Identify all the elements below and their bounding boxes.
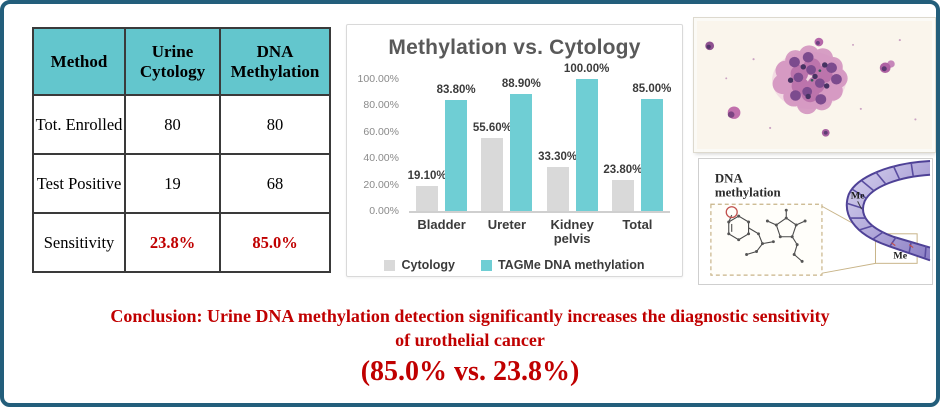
methylation-site-marks [890,242,914,249]
legend-swatch [480,259,492,271]
legend-swatch [384,259,396,271]
table-row-positive: Test Positive 19 68 [32,153,331,214]
table-header-row: Method Urine Cytology DNA Methylation [32,27,331,96]
bar-methylation [445,100,468,211]
conclusion-line1: Conclusion: Urine DNA methylation detect… [110,306,830,326]
bar-group: 23.80% 85.00% [603,79,671,211]
y-tick-label: 100.00% [357,73,399,85]
chart-plot-area: 19.10% 83.80% 55.60% 88.90% 33.30% 100.00% 23.… [408,63,671,213]
table-header-dna-methylation: DNA Methylation [219,27,331,96]
cytology-micrograph-image [697,21,932,149]
bar-group: 55.60% 88.90% [473,78,541,211]
me-label-top: Me [851,190,865,201]
chemical-atoms [727,208,807,263]
chemical-structure-box [710,203,823,276]
bar-cytology [416,185,439,211]
x-category-label: Bladder [417,217,466,232]
x-category-label: Kidney pelvis [550,217,594,247]
y-tick-label: 80.00% [363,99,399,112]
legend-item: TAGMe DNA methylation [480,258,645,272]
bar-value-label: 19.10% [407,169,447,182]
methylation-vs-cytology-chart: Methylation vs. Cytology 100.00% 80.00% 60… [346,24,683,277]
row-label: Test Positive [32,153,126,214]
bar-value-label: 100.00% [563,63,610,75]
legend-label: TAGMe DNA methylation [497,258,645,272]
methyl-group-highlight [725,206,738,219]
x-category-label: Ureter [487,217,527,232]
cell-cluster [772,45,848,115]
cell-value: 80 [124,94,221,155]
background-specks [725,39,917,130]
bar-cytology [546,167,569,211]
legend-item: Cytology [384,258,455,272]
cytology-micrograph [694,18,935,152]
conclusion-key-numbers: (85.0% vs. 23.8%) [360,356,580,387]
dna-methylation-image: DNA methylation [699,159,932,284]
table-row-sensitivity: Sensitivity 23.8% 85.0% [32,212,331,273]
bar-value-label: 88.90% [501,77,541,90]
legend-label: Cytology [401,258,455,272]
bar-value-label: 83.80% [436,84,476,97]
bar-wrap: 19.10% [408,79,447,211]
dna-ribbon: Me Me [845,159,931,261]
cell-sensitivity-cytology: 23.8% [124,212,221,273]
row-label: Sensitivity [32,212,126,273]
bar-cytology [481,137,504,211]
chart-legend: Cytology TAGMe DNA methylation [347,258,682,272]
bar-value-label: 33.30% [538,151,578,164]
bar-cytology [611,179,634,211]
bar-wrap: 83.80% [437,79,476,211]
bar-wrap: 100.00% [564,63,609,211]
cell-value: 80 [219,94,331,155]
cell-value: 68 [219,153,331,214]
scattered-cells [705,37,895,137]
bar-methylation [640,98,663,211]
y-tick-label: 40.00% [363,152,399,165]
bar-value-label: 23.80% [603,163,643,176]
y-tick-label: 0.00% [369,205,399,217]
chart-x-axis: Bladder Ureter Kidney pelvis Total [409,217,670,247]
bar-value-label: 55.60% [472,121,512,134]
table-row-enrolled: Tot. Enrolled 80 80 [32,94,331,155]
dna-diagram-title-line2: methylation [715,185,781,199]
cell-value: 19 [124,153,221,214]
bar-wrap: 23.80% [603,79,642,211]
bar-wrap: 85.00% [632,79,671,211]
bar-group: 19.10% 83.80% [408,79,476,211]
dna-diagram-title-line1: DNA [715,172,744,186]
cell-sensitivity-methylation: 85.0% [219,212,331,273]
chart-y-axis: 100.00% 80.00% 60.00% 40.00% 20.00% 0.00% [351,73,401,217]
method-comparison-table: Method Urine Cytology DNA Methylation To… [32,27,331,273]
bar-wrap: 55.60% [473,79,512,211]
bar-wrap: 33.30% [538,79,577,211]
bar-value-label: 85.00% [632,82,672,95]
me-label-bottom: Me [893,250,907,261]
table-header-urine-cytology: Urine Cytology [124,27,221,96]
bar-group: 33.30% 100.00% [538,63,609,211]
row-label: Tot. Enrolled [32,94,126,155]
x-category-label: Total [622,217,653,232]
dna-methylation-diagram: DNA methylation [698,158,933,285]
conclusion-block: Conclusion: Urine DNA methylation detect… [4,304,936,389]
conclusion-line2: of urothelial cancer [395,330,545,350]
bar-methylation [575,79,598,211]
bar-methylation [510,93,533,211]
chart-title: Methylation vs. Cytology [388,36,641,59]
table-header-method: Method [32,27,126,96]
y-tick-label: 60.00% [363,125,399,138]
bar-wrap: 88.90% [502,78,541,211]
y-tick-label: 20.00% [363,178,399,191]
